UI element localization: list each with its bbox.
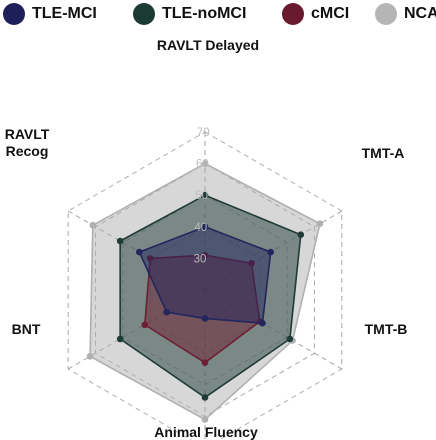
series-point-tle-nomci-animal-fluency [201, 394, 209, 401]
series-point-tle-mci-animal-fluency [201, 315, 209, 322]
legend-swatch-nca [375, 3, 397, 25]
legend-label-nca: NCA [404, 5, 436, 22]
axis-label-tmt-a: TMT-A [362, 145, 405, 161]
tick-label-60: 60 [196, 159, 209, 171]
legend-label-tle-nomci: TLE-noMCI [162, 5, 247, 22]
series-point-nca-animal-fluency [201, 416, 209, 423]
series-point-tle-nomci-ravlt-delayed [201, 191, 209, 199]
series-point-tle-mci-ravlt-delayed [201, 223, 209, 231]
legend-swatch-tle-mci [3, 3, 25, 25]
tick-label-70: 70 [197, 127, 210, 139]
series-point-nca-bnt [86, 353, 94, 360]
radar-series [86, 160, 324, 423]
tick-label-30: 30 [194, 253, 207, 265]
series-point-tle-nomci-tmt-a [297, 231, 305, 238]
series-point-tle-nomci-ravlt-recog [116, 237, 124, 245]
legend-item-tle-mci: TLE-MCI [3, 2, 97, 26]
tick-label-50: 50 [195, 190, 208, 202]
series-point-cmci-bnt [141, 321, 149, 329]
axis-label-tmt-b: TMT-B [365, 321, 408, 337]
series-point-tle-nomci-tmt-b [286, 335, 294, 343]
radial-tick-labels: 30 40 50 60 70 [194, 127, 210, 265]
series-point-cmci-animal-fluency [201, 359, 209, 366]
tick-label-40: 40 [194, 222, 207, 234]
legend-item-cmci: cMCI [282, 2, 349, 26]
series-point-nca-ravlt-recog [89, 221, 97, 229]
legend-label-cmci: cMCI [311, 5, 350, 22]
legend-item-nca: NCA [375, 2, 436, 26]
legend-item-tle-nomci: TLE-noMCI [133, 2, 246, 26]
legend-swatch-cmci [282, 3, 304, 25]
series-point-tle-nomci-bnt [116, 335, 124, 343]
legend-swatch-tle-nomci [133, 3, 155, 25]
series-point-nca-tmt-a [316, 220, 324, 227]
axis-label-animal-fluency: Animal Fluency [154, 424, 258, 440]
series-point-tle-mci-tmt-a [267, 248, 274, 256]
series-point-tle-mci-tmt-b [259, 319, 266, 327]
series-point-tle-mci-ravlt-recog [136, 248, 143, 256]
axis-labels: RAVLT Delayed TMT-A TMT-B Animal Fluency BNT… [5, 37, 408, 440]
legend-label-tle-mci: TLE-MCI [32, 5, 97, 22]
axis-label-ravlt-recog: RAVLT Recog [5, 126, 50, 159]
series-point-tle-mci-bnt [163, 308, 170, 316]
series-point-nca-ravlt-delayed [201, 160, 209, 167]
axis-label-bnt: BNT [12, 321, 41, 337]
axis-label-ravlt-delayed: RAVLT Delayed [157, 37, 259, 53]
